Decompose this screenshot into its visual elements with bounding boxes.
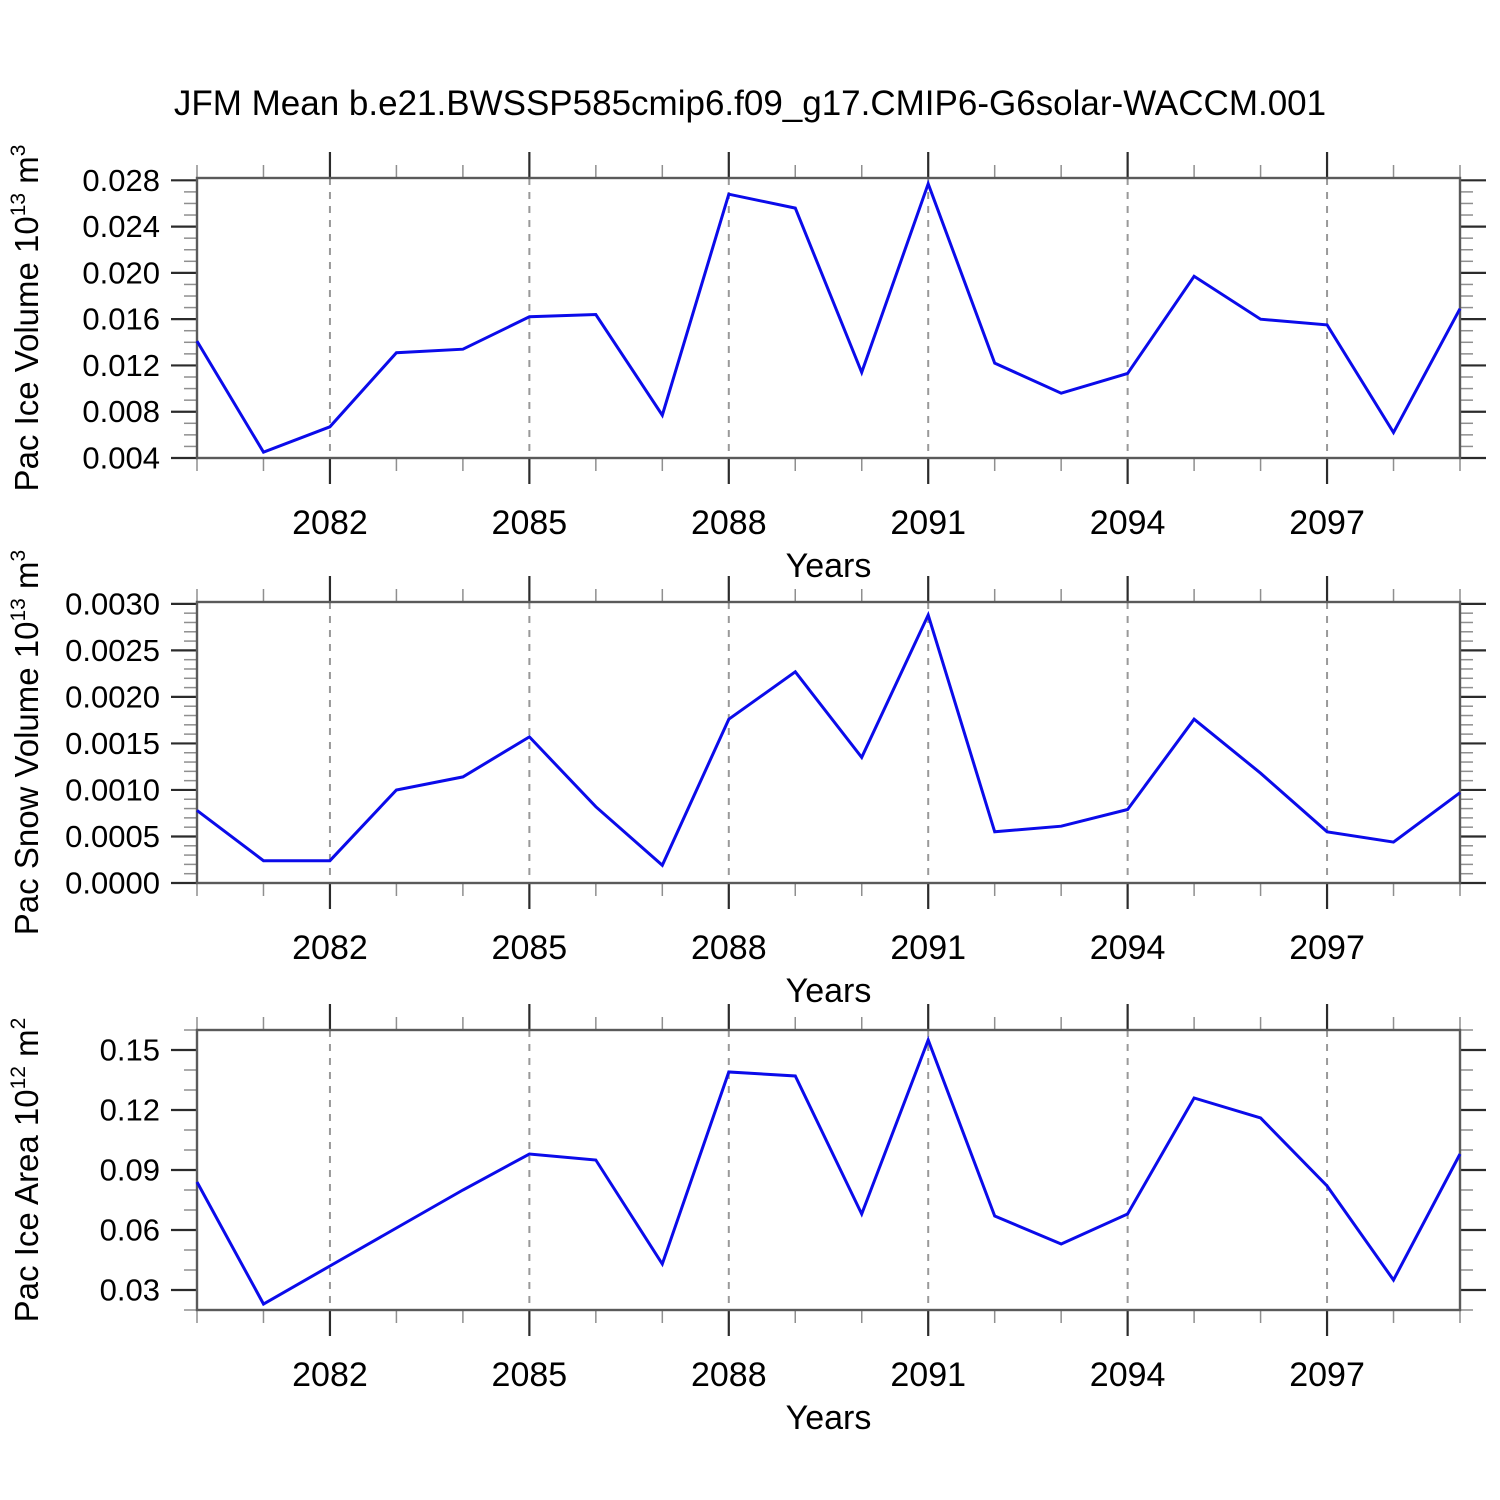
x-tick-label: 2082 xyxy=(292,1356,368,1394)
panel-pac-ice-volume: 0.004 0.008 0.012 0.016 0.020 0.024 0.028 2082 2… xyxy=(7,145,1486,585)
panel-pac-ice-area: 0.03 0.06 0.09 0.12 0.15 2082 2085 2088 2091 2094… xyxy=(7,1004,1486,1437)
y-tick-label: 0.020 xyxy=(82,255,160,290)
y-tick-label: 0.0005 xyxy=(65,819,160,854)
x-axis-title: Years xyxy=(786,972,872,1010)
x-tick-label: 2094 xyxy=(1090,504,1166,542)
x-tick-label: 2088 xyxy=(691,1356,767,1394)
x-tick-label: 2082 xyxy=(292,504,368,542)
y-tick-label: 0.12 xyxy=(100,1093,160,1128)
y-axis-title: Pac Snow Volume 1013 m3 xyxy=(7,550,45,935)
series-line-pac-snow-volume xyxy=(196,610,1461,868)
y-tick-label: 0.0015 xyxy=(65,726,160,761)
series-line-pac-ice-area xyxy=(195,1035,1462,1307)
series-line-pac-ice-volume xyxy=(195,179,1462,455)
y-tick-label: 0.0010 xyxy=(65,772,160,807)
plot-frame xyxy=(195,600,1462,885)
x-tick-label: 2091 xyxy=(890,504,966,542)
x-tick-label: 2085 xyxy=(492,1356,568,1394)
x-tick-label: 2091 xyxy=(890,929,966,967)
x-axis-title: Years xyxy=(786,1399,872,1437)
x-tick-label: 2085 xyxy=(492,504,568,542)
y-tick-label: 0.008 xyxy=(82,394,160,429)
chart-title: JFM Mean b.e21.BWSSP585cmip6.f09_g17.CMI… xyxy=(173,84,1327,123)
x-tick-label: 2088 xyxy=(691,929,767,967)
y-tick-label: 0.0025 xyxy=(65,633,160,668)
y-tick-label: 0.028 xyxy=(82,163,160,198)
x-tick-label: 2085 xyxy=(492,929,568,967)
x-tick-label: 2094 xyxy=(1090,929,1166,967)
y-tick-label: 0.016 xyxy=(82,302,160,337)
y-tick-label: 0.012 xyxy=(82,348,160,383)
y-axis-title: Pac Ice Volume 1013 m3 xyxy=(7,145,45,492)
panel-pac-snow-volume: 0.0000 0.0005 0.0010 0.0015 0.0020 0.0025 0.00… xyxy=(7,550,1486,1010)
plot-frame xyxy=(195,176,1462,460)
y-tick-label: 0.0020 xyxy=(65,679,160,714)
plot-frame xyxy=(195,1028,1462,1312)
x-tick-label: 2082 xyxy=(292,929,368,967)
x-tick-label: 2094 xyxy=(1090,1356,1166,1394)
y-tick-label: 0.09 xyxy=(100,1153,160,1188)
y-tick-label: 0.004 xyxy=(82,441,160,476)
x-axis-title: Years xyxy=(786,547,872,585)
y-tick-label: 0.024 xyxy=(82,209,160,244)
y-tick-label: 0.0000 xyxy=(65,866,160,901)
x-tick-label: 2091 xyxy=(890,1356,966,1394)
y-tick-label: 0.0030 xyxy=(65,586,160,621)
x-tick-label: 2088 xyxy=(691,504,767,542)
x-tick-label: 2097 xyxy=(1289,504,1365,542)
y-axis-title: Pac Ice Area 1012 m2 xyxy=(7,1018,45,1323)
y-tick-label: 0.06 xyxy=(100,1213,160,1248)
y-tick-label: 0.15 xyxy=(100,1033,160,1068)
x-tick-label: 2097 xyxy=(1289,1356,1365,1394)
x-tick-label: 2097 xyxy=(1289,929,1365,967)
y-tick-label: 0.03 xyxy=(100,1273,160,1308)
